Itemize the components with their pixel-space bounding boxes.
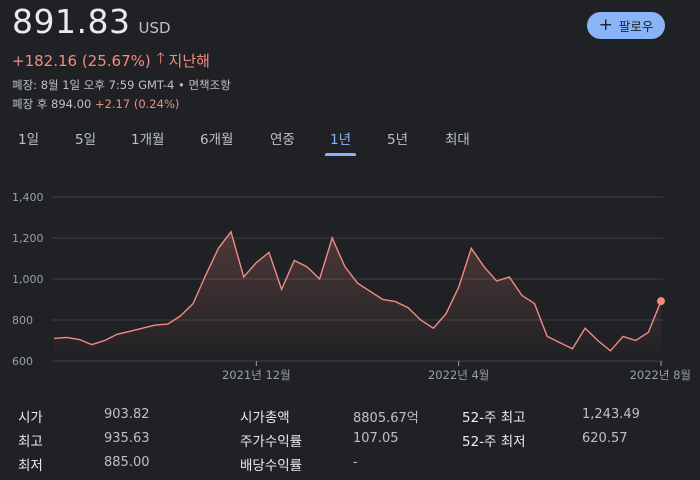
high52-value: 1,243.49 (582, 407, 640, 422)
low52-value: 620.57 (582, 431, 628, 446)
x-tick-label: 2022년 4월 (428, 368, 489, 382)
follow-button[interactable]: + 팔로우 (587, 12, 665, 39)
change-period: 지난해 (168, 52, 210, 70)
mktcap-value: 8805.67억 (353, 411, 419, 426)
tab-1d[interactable]: 1일 (18, 132, 40, 148)
plus-icon: + (598, 15, 613, 35)
pe-label: 주가수익률 (240, 434, 303, 450)
after-hours-price: 폐장 후 894.00 (12, 97, 92, 111)
y-tick-label: 600 (12, 355, 33, 368)
price-change: +182.16 (25.67%) 🡑 지난해 (12, 48, 210, 73)
x-tick-label: 2021년 12월 (222, 368, 291, 382)
low52-label: 52-주 최저 (462, 434, 526, 450)
y-tick-label: 1,400 (12, 191, 44, 204)
change-value: +182.16 (25.67%) (12, 51, 151, 70)
after-hours-change: +2.17 (0.24%) (94, 97, 180, 111)
y-tick-label: 800 (12, 314, 33, 327)
open-value: 903.82 (104, 407, 150, 422)
after-hours-info: 폐장 후 894.00 +2.17 (0.24%) (12, 96, 179, 112)
currency-label: USD (138, 19, 171, 37)
dividend-value: - (353, 455, 358, 470)
open-label: 시가 (18, 410, 43, 426)
x-tick-label: 2022년 8월 (630, 368, 691, 382)
range-tabs: 1일 5일 1개월 6개월 연중 1년 5년 최대 (0, 124, 700, 158)
low-value: 885.00 (104, 455, 150, 470)
tab-1y[interactable]: 1년 (324, 130, 357, 156)
y-tick-label: 1,200 (12, 232, 44, 245)
stats-grid: 시가 903.82 최고 935.63 최저 885.00 시가총액 8805.… (0, 400, 700, 480)
high-label: 최고 (18, 434, 43, 450)
tab-5y[interactable]: 5년 (387, 132, 409, 148)
tab-max[interactable]: 최대 (445, 132, 470, 148)
high52-label: 52-주 최고 (462, 410, 526, 426)
current-point (657, 297, 665, 306)
price-line (53, 230, 662, 352)
tab-6m[interactable]: 6개월 (200, 132, 234, 148)
high-value: 935.63 (104, 431, 150, 446)
y-tick-label: 1,000 (12, 273, 44, 286)
low-label: 최저 (18, 458, 43, 474)
close-info: 폐장: 8월 1일 오후 7:59 GMT-4 • 면책조항 (12, 78, 231, 92)
tab-ytd[interactable]: 연중 (270, 132, 295, 148)
dividend-label: 배당수익률 (240, 458, 303, 474)
pe-value: 107.05 (353, 431, 399, 446)
current-price: 891.83 (12, 2, 131, 41)
follow-label: 팔로우 (618, 19, 654, 34)
tab-1m[interactable]: 1개월 (131, 132, 165, 148)
mktcap-label: 시가총액 (240, 410, 290, 426)
price-chart[interactable]: 600 800 1,000 1,200 1,400 2021년 12월 2022년 4월 2… (0, 185, 700, 385)
tab-5d[interactable]: 5일 (75, 132, 97, 148)
chart-area-fill (54, 231, 661, 361)
price-header: 891.83 USD (12, 2, 171, 41)
arrow-up-icon: 🡑 (156, 49, 165, 67)
